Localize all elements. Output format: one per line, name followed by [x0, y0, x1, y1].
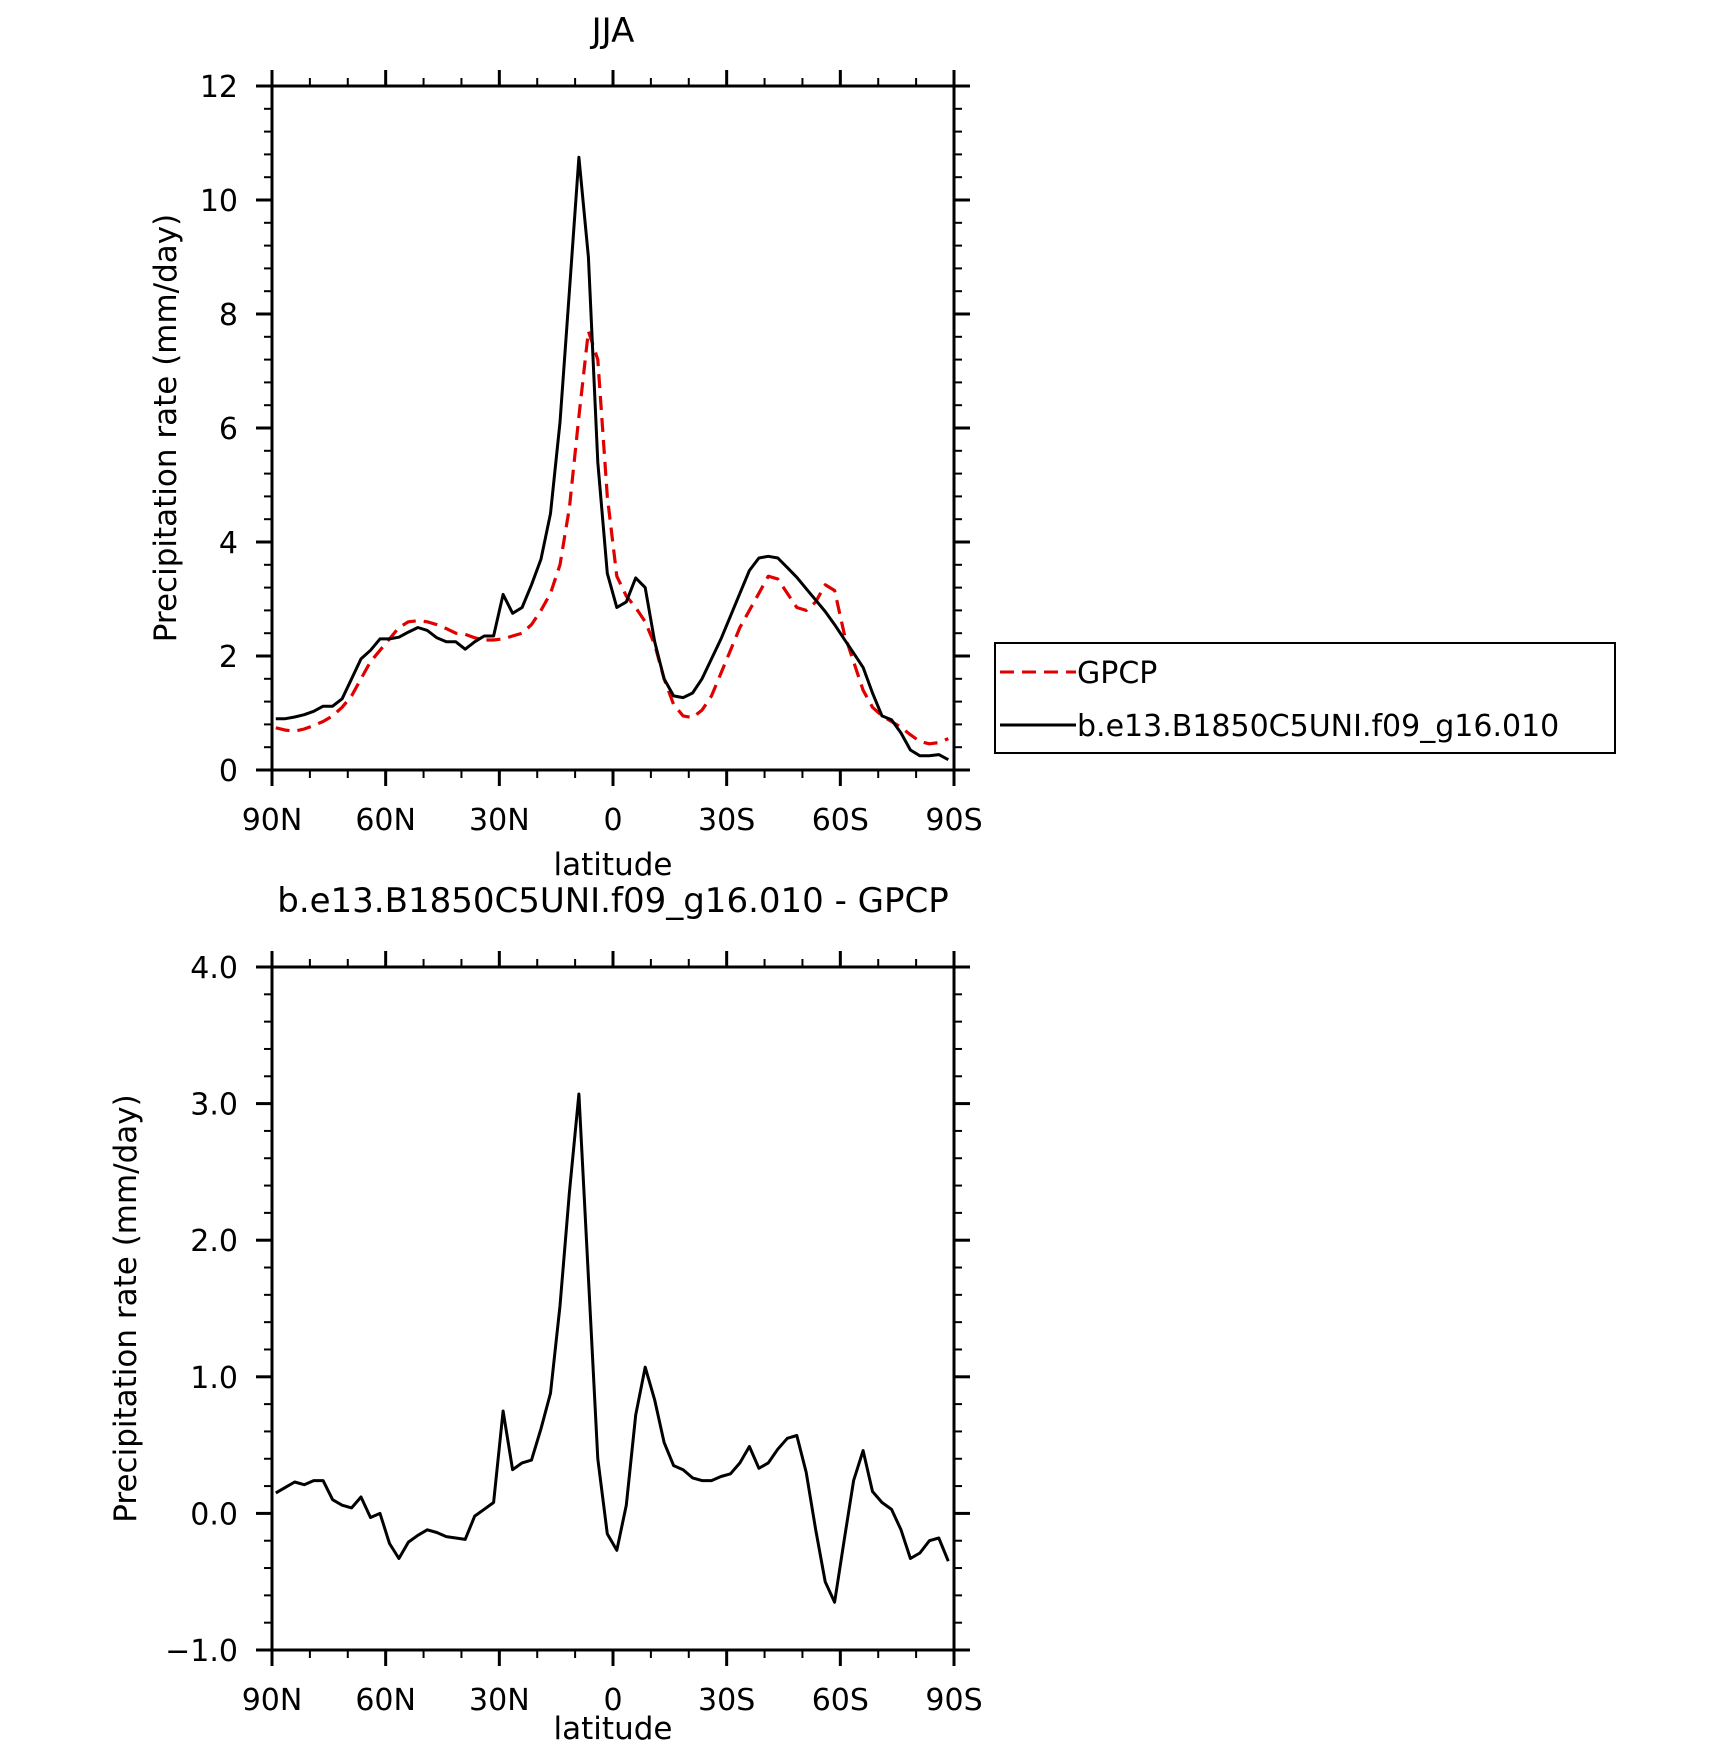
x-tick-label: 30S — [698, 1683, 755, 1718]
y-tick-label: 4.0 — [190, 951, 238, 986]
y-tick-label: 1.0 — [190, 1361, 238, 1396]
x-tick-label: 60S — [812, 1683, 869, 1718]
y-tick-label: 0.0 — [190, 1497, 238, 1532]
x-tick-label: 30N — [469, 803, 530, 838]
y-axis-label: Precipitation rate (mm/day) — [148, 214, 184, 643]
series-line-gpcp — [275, 329, 949, 746]
x-axis-label: latitude — [554, 1711, 673, 1745]
plot-frame — [270, 84, 956, 772]
x-tick-label: 0 — [603, 1683, 622, 1718]
chart-panel-2: b.e13.B1850C5UNI.f09_g16.010 - GPCP 90N 60… — [108, 881, 983, 1745]
series-line-difference — [275, 1092, 950, 1604]
x-axis-label: latitude — [554, 847, 673, 883]
legend-label-2: b.e13.B1850C5UNI.f09_g16.010 — [1077, 709, 1559, 744]
y-tick-label: −1.0 — [165, 1634, 238, 1669]
y-tick-label: 4 — [219, 526, 238, 561]
chart-panel-1: JJA 90N 60N 30N 0 30S 60S 90S 0 2 4 6 8 10 12 latitude P… — [148, 11, 1616, 883]
y-tick-label: 8 — [219, 298, 238, 333]
legend-label-1: GPCP — [1077, 656, 1157, 691]
x-tick-label: 60N — [355, 1683, 416, 1718]
x-tick-label: 90N — [242, 1683, 303, 1718]
x-tick-label: 90N — [242, 803, 303, 838]
y-tick-label: 2 — [219, 640, 238, 675]
y-tick-label: 10 — [200, 184, 238, 219]
x-tick-label: 90S — [925, 1683, 982, 1718]
y-tick-label: 12 — [200, 70, 238, 105]
chart-title: b.e13.B1850C5UNI.f09_g16.010 - GPCP — [277, 881, 949, 921]
y-tick-label: 0 — [219, 754, 238, 789]
y-tick-label: 6 — [219, 412, 238, 447]
y-tick-label: 3.0 — [190, 1088, 238, 1123]
x-tick-label: 0 — [603, 803, 622, 838]
x-tick-label: 90S — [925, 803, 982, 838]
plot-frame — [270, 965, 956, 1652]
y-axis-label: Precipitation rate (mm/day) — [108, 1094, 144, 1523]
chart-title: JJA — [590, 11, 635, 51]
legend: GPCP b.e13.B1850C5UNI.f09_g16.010 — [994, 642, 1616, 754]
x-tick-label: 30S — [698, 803, 755, 838]
x-tick-label: 30N — [469, 1683, 530, 1718]
x-tick-label: 60S — [812, 803, 869, 838]
y-tick-label: 2.0 — [190, 1224, 238, 1259]
series-line-b-e13-b1850c5uni-f09-g16-010 — [275, 155, 950, 762]
x-tick-label: 60N — [355, 803, 416, 838]
legend-box — [994, 642, 1616, 754]
